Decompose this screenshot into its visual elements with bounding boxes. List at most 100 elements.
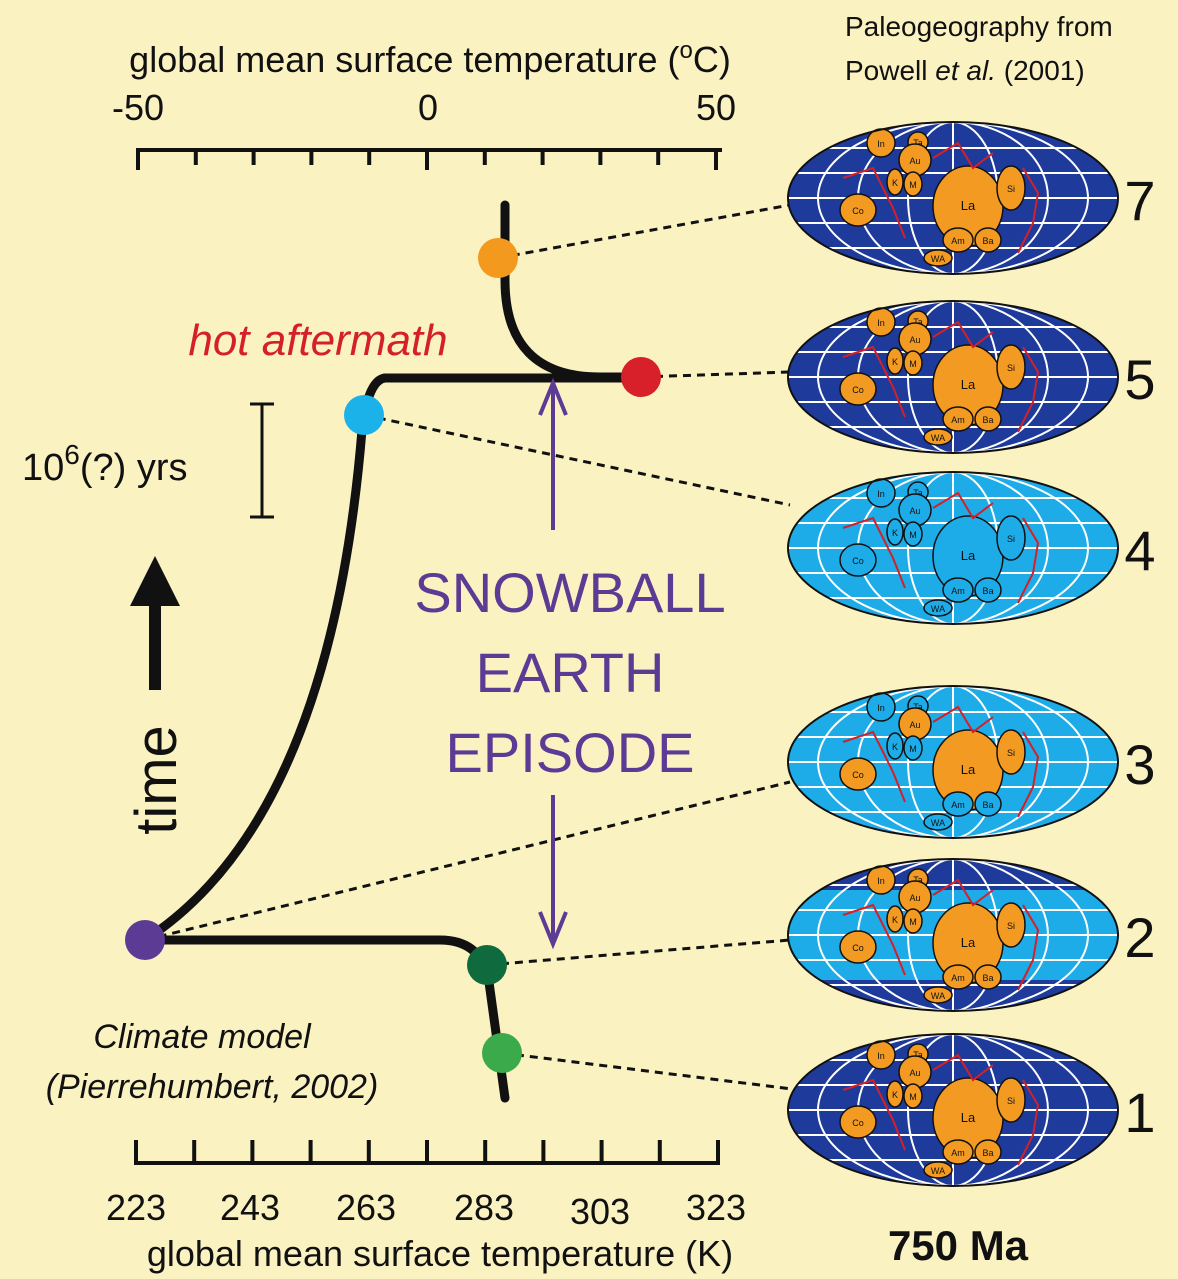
continent-label: M [909,359,917,369]
continent-label: In [877,139,885,149]
continent-label: M [909,917,917,927]
scale-part: 10 [22,447,64,489]
map-number: 2 [1124,906,1155,969]
bottom-axis-title: global mean surface temperature (K) [147,1233,733,1274]
continent-label: Si [1007,534,1015,544]
bottom-tick-label: 263 [336,1187,396,1228]
continent-label: K [892,1090,898,1100]
continent-label: Co [852,1118,864,1128]
continent-label: WA [931,433,945,443]
hot-aftermath: hot aftermath [188,316,447,365]
continent-label: Am [951,1148,965,1158]
bottom-tick-label: 303 [570,1191,630,1232]
continent-label: WA [931,254,945,264]
top-tick-label: 0 [418,87,438,128]
continent-label: Si [1007,748,1015,758]
bottom-tick-label: 323 [686,1187,746,1228]
continent-label: La [961,935,976,950]
map-number: 5 [1124,348,1155,411]
map-number: 7 [1124,169,1155,232]
map-number: 3 [1124,733,1155,796]
continent-label: WA [931,818,945,828]
continent-label: La [961,198,976,213]
paleo-map: InTaAuKMCoLaSiAmBaWA [783,297,1123,457]
model-note: (Pierrehumbert, 2002) [46,1068,379,1106]
model-note: Climate model [93,1018,312,1056]
state-dot [621,357,661,397]
paleo-map: InTaAuKMCoLaSiAmBaWA [783,855,1123,1015]
bottom-tick-label: 283 [454,1187,514,1228]
connector [487,940,790,965]
title-sup: o [679,37,692,64]
state-dot [482,1033,522,1073]
map-number: 4 [1124,519,1155,582]
state-dot [125,920,165,960]
continent-label: Si [1007,921,1015,931]
continent-label: In [877,318,885,328]
state-dot [344,395,384,435]
continent-label: In [877,876,885,886]
continent-label: K [892,178,898,188]
continent-label: La [961,548,976,563]
continent-label: Am [951,800,965,810]
source-part: et al. [935,55,996,86]
warm-branch [505,205,640,377]
bottom-tick-label: 223 [106,1187,166,1228]
continent-label: K [892,357,898,367]
continent-label: M [909,1092,917,1102]
continent-label: Si [1007,184,1015,194]
continent-label: La [961,1110,976,1125]
continent-label: In [877,489,885,499]
age-label: 750 Ma [888,1222,1029,1269]
continent-label: La [961,377,976,392]
continent-label: Co [852,943,864,953]
top-tick-label: -50 [112,87,164,128]
maps: InTaAuKMCoLaSiAmBaWA7InTaAuKMCoLaSiAmBaW… [783,118,1156,1190]
continent-label: Co [852,770,864,780]
source-part: (2001) [996,55,1085,86]
source-line: Paleogeography from [845,11,1113,42]
bottom-axis [134,1140,720,1163]
map-number: 1 [1124,1081,1155,1144]
continent-label: Au [909,1068,920,1078]
state-dot [478,238,518,278]
continent-label: In [877,1051,885,1061]
continent-label: Co [852,206,864,216]
continent-label: K [892,742,898,752]
connector [502,1053,800,1090]
continent-label: Co [852,385,864,395]
continent-label: Ba [982,236,993,246]
continent-label: WA [931,1166,945,1176]
connector [498,205,790,258]
continent-label: Am [951,415,965,425]
continent-label: WA [931,604,945,614]
figure: global mean surface temperature (oC) -50… [0,0,1178,1279]
source-part: Powell [845,55,935,86]
title-part: global mean surface temperature ( [129,39,679,80]
connector [364,415,790,505]
paleo-map: InTaAuKMCoLaSiAmBaWA [783,468,1123,628]
continent-label: Am [951,586,965,596]
snowball-line: EARTH [476,641,665,704]
top-axis [136,150,722,170]
continent-label: Si [1007,363,1015,373]
scale-label: 106(?) yrs [22,439,188,489]
scale-bar [250,404,274,517]
page: {"top_axis": {"title_main": "global mean… [0,0,1178,1279]
state-dot [467,945,507,985]
continent-label: Si [1007,1096,1015,1106]
source-line: Powell et al. (2001) [845,55,1085,86]
continent-label: M [909,530,917,540]
continent-label: In [877,703,885,713]
continent-label: Ba [982,1148,993,1158]
continent-label: Ba [982,586,993,596]
continent-label: Ba [982,800,993,810]
continent-label: M [909,180,917,190]
continent-label: K [892,528,898,538]
continent-label: Ba [982,415,993,425]
connector [641,372,790,377]
time-label: time [124,725,189,835]
continent-label: Co [852,556,864,566]
